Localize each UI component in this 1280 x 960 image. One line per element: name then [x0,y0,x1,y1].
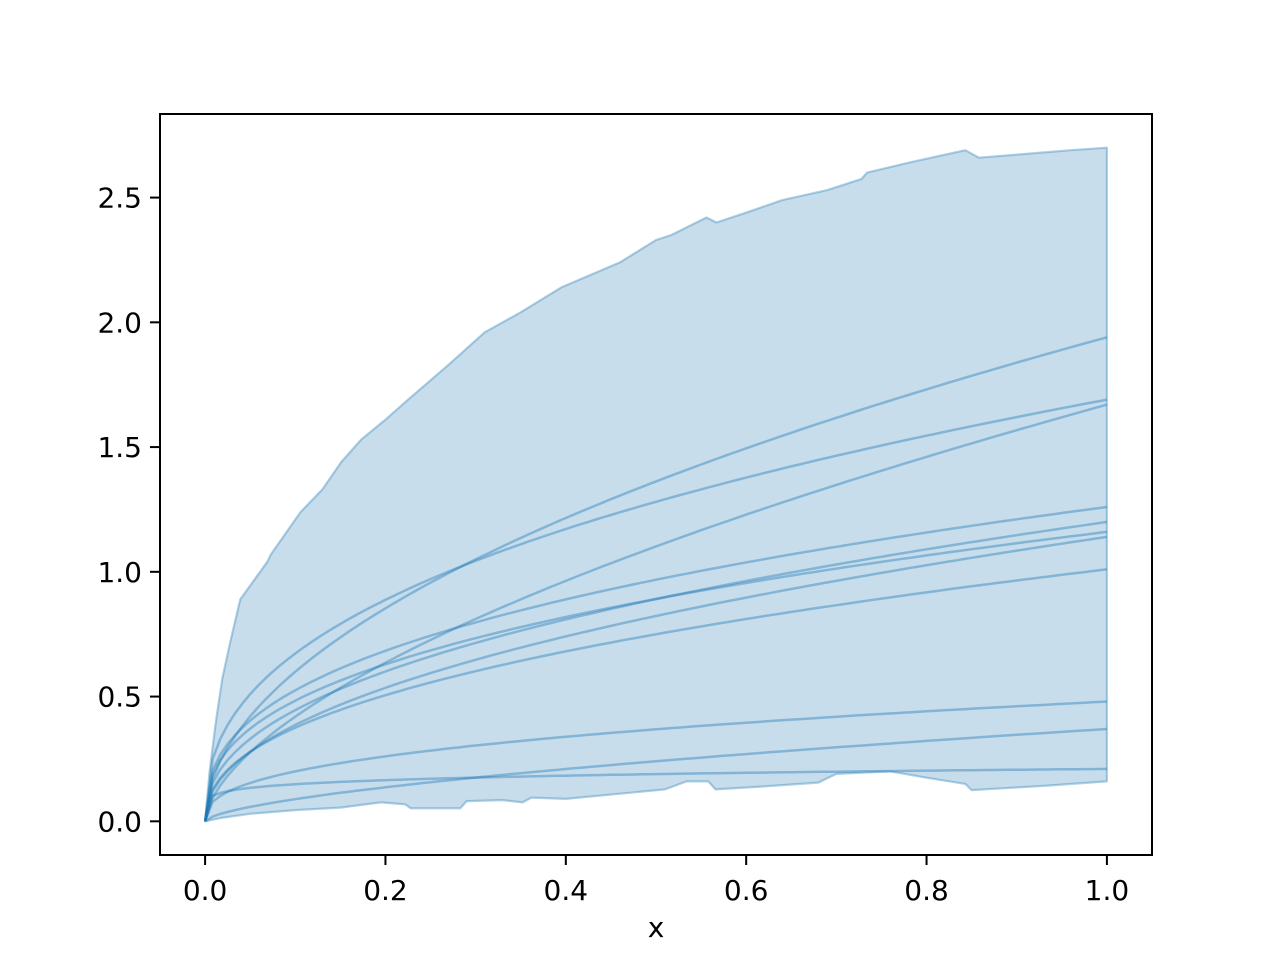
x-tick-label-0: 0.0 [183,874,228,907]
x-axis-label: x [648,911,665,944]
sample-curve-8 [203,568,1108,822]
sample-curve-7 [203,535,1108,822]
sample-curve-2 [203,398,1108,822]
y-tick-label-4: 2.0 [97,306,142,339]
x-tick-label-1: 0.2 [363,874,408,907]
x-tick-label-5: 1.0 [1085,874,1130,907]
sample-curve-5 [203,520,1108,822]
y-tick-label-1: 0.5 [97,681,142,714]
y-tick-label-2: 1.0 [97,556,142,589]
sample-curve-10 [204,727,1107,823]
sample-curve-4 [203,505,1108,822]
sample-curve-11 [203,767,1107,822]
sample-curve-6 [203,530,1108,822]
x-tick-label-4: 0.8 [904,874,949,907]
axes-spines [159,113,1153,856]
y-tick-label-3: 1.5 [97,431,142,464]
y-tick-label-0: 0.0 [97,805,142,838]
x-tick-label-3: 0.6 [724,874,769,907]
sample-curve-3 [203,403,1108,822]
y-tick-label-5: 2.5 [97,182,142,215]
sample-curve-9 [203,700,1107,822]
x-tick-label-2: 0.4 [544,874,589,907]
sample-curve-1 [203,336,1108,822]
plot-band [204,146,1108,823]
